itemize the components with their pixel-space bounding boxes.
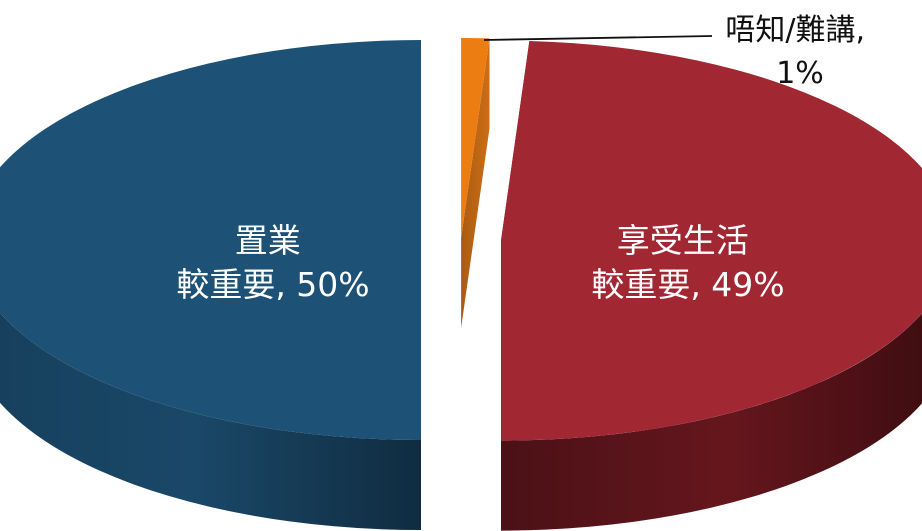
slice-buy-property-side xyxy=(0,312,421,530)
slice-label-buy-property: 置業 較重要, 50% xyxy=(176,221,369,304)
pie-tops xyxy=(0,38,922,441)
slice-label-dont-know-line1: 唔知/難講, xyxy=(725,13,865,48)
slice-buy-property-top xyxy=(0,40,421,440)
leader-line xyxy=(483,35,713,41)
slice-enjoy-life-side xyxy=(501,313,922,531)
slice-label-dont-know: 唔知/難講, 1% xyxy=(725,13,874,91)
slice-label-enjoy-life: 享受生活 較重要, 49% xyxy=(591,221,784,304)
slice-label-enjoy-life-line1: 享受生活 xyxy=(617,221,749,260)
slice-label-dont-know-line2: 1% xyxy=(776,56,824,91)
slice-enjoy-life-top xyxy=(501,41,922,441)
slice-label-buy-property-line1: 置業 xyxy=(235,221,301,260)
slice-dont-know-cut-1 xyxy=(461,38,490,329)
slice-label-buy-property-line2: 較重要, 50% xyxy=(176,265,369,304)
slice-dont-know-top xyxy=(461,38,490,238)
slice-label-enjoy-life-line2: 較重要, 49% xyxy=(591,265,784,304)
